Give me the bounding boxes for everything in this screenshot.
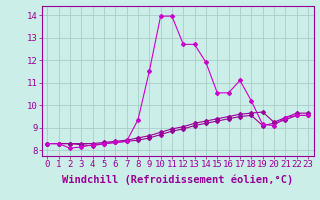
X-axis label: Windchill (Refroidissement éolien,°C): Windchill (Refroidissement éolien,°C) bbox=[62, 175, 293, 185]
